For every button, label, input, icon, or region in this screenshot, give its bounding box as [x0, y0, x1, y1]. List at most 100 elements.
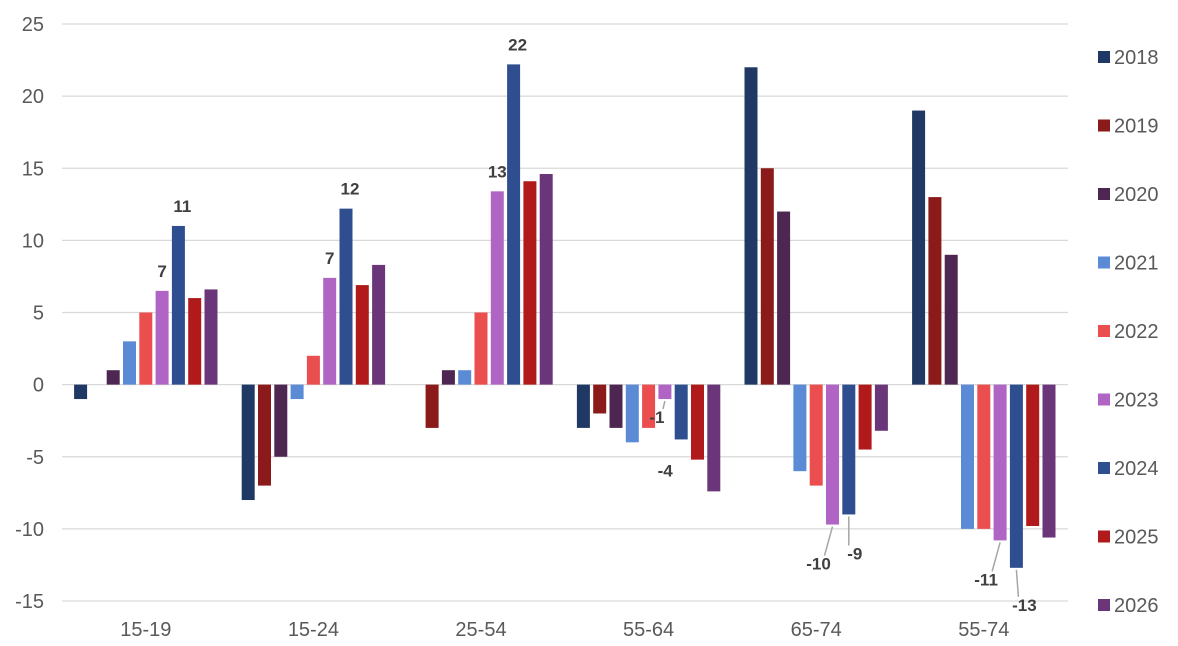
data-label: -4 — [658, 461, 674, 480]
bar-2024-15-19 — [171, 225, 185, 385]
bar-2022-25-54 — [474, 312, 488, 385]
bar-2018-15-24 — [241, 384, 255, 501]
bar-2023-55-64 — [658, 384, 672, 400]
legend-label: 2024 — [1114, 458, 1159, 480]
bar-2022-65-74 — [809, 384, 823, 486]
data-label: -9 — [847, 544, 862, 563]
bar-2022-55-64 — [642, 384, 656, 428]
data-label: 7 — [157, 262, 166, 281]
leader-line — [1015, 569, 1020, 597]
y-tick-label: -10 — [15, 519, 44, 541]
leader-line — [662, 400, 666, 410]
bar-2025-55-64 — [691, 384, 704, 460]
legend-swatch-2021 — [1098, 256, 1110, 269]
legend-label: 2018 — [1114, 47, 1159, 69]
legend-label: 2022 — [1114, 321, 1159, 343]
bar-2023-15-19 — [155, 290, 169, 385]
bar-2019-55-74 — [928, 197, 942, 385]
legend-label: 2026 — [1114, 595, 1159, 617]
data-label: -10 — [806, 555, 831, 574]
bar-2024-55-64 — [674, 384, 688, 440]
bar-2024-65-74 — [842, 384, 856, 515]
legend: 2018 2019 2020 2021 2022 2023 2024 2025 2026 — [1098, 47, 1159, 617]
bar-2020-15-24 — [274, 384, 288, 457]
bar-2022-15-24 — [306, 355, 320, 385]
y-axis-ticks: 25 20 15 10 5 0 -5 -10 -15 — [15, 14, 44, 613]
bar-2026-25-54 — [539, 174, 553, 385]
bar-2025-15-19 — [188, 298, 202, 385]
legend-label: 2020 — [1114, 184, 1159, 206]
bar-2019-55-64 — [593, 384, 607, 414]
bar-2021-25-54 — [458, 370, 472, 385]
data-label: -1 — [649, 408, 664, 427]
y-tick-label: 10 — [22, 230, 44, 252]
bar-2026-15-24 — [372, 264, 386, 385]
leader-line — [991, 542, 1001, 572]
bars — [74, 64, 1056, 568]
bar-2026-15-19 — [204, 289, 218, 385]
legend-swatch-2022 — [1098, 325, 1110, 337]
x-tick-label: 15-19 — [120, 619, 171, 641]
y-tick-label: -5 — [26, 447, 44, 469]
x-tick-label: 65-74 — [791, 619, 842, 641]
bar-2024-25-54 — [507, 64, 521, 385]
legend-swatch-2020 — [1098, 188, 1110, 200]
bar-2018-55-64 — [576, 384, 590, 428]
leader-lines — [662, 400, 1020, 597]
legend-swatch-2024 — [1098, 462, 1110, 474]
data-label: 22 — [508, 35, 527, 54]
bar-2022-15-19 — [139, 312, 153, 385]
legend-swatch-2018 — [1098, 51, 1110, 63]
bar-2021-15-19 — [123, 341, 136, 385]
bar-2019-25-54 — [425, 384, 439, 428]
bar-2023-55-74 — [993, 384, 1007, 541]
bar-2019-65-74 — [760, 168, 774, 385]
bar-2018-55-74 — [912, 110, 926, 385]
bar-2022-55-74 — [977, 384, 991, 529]
bar-2023-65-74 — [826, 384, 839, 525]
data-labels: 11 7 12 7 22 13 -1 -4 -10 -9 -11 -13 — [157, 35, 1036, 614]
y-tick-label: 0 — [33, 375, 44, 397]
bar-2026-65-74 — [874, 384, 888, 431]
bar-2023-15-24 — [323, 277, 337, 385]
bar-2023-25-54 — [490, 191, 504, 385]
data-label: -11 — [974, 570, 998, 589]
bar-2020-65-74 — [777, 211, 791, 385]
bar-2025-15-24 — [355, 285, 369, 385]
bar-2021-65-74 — [793, 384, 807, 472]
y-tick-label: 20 — [22, 86, 44, 108]
legend-label: 2021 — [1114, 253, 1159, 275]
x-tick-label: 55-74 — [958, 619, 1009, 641]
y-tick-label: 25 — [22, 14, 44, 36]
data-label: 11 — [173, 197, 191, 216]
legend-label: 2025 — [1114, 527, 1159, 549]
legend-swatch-2019 — [1098, 119, 1110, 132]
legend-swatch-2026 — [1098, 599, 1110, 611]
leader-line — [823, 526, 834, 556]
data-label: 7 — [325, 249, 334, 268]
bar-2024-15-24 — [339, 208, 353, 385]
grid-lines — [62, 23, 1068, 602]
legend-swatch-2025 — [1098, 530, 1110, 543]
data-label: 12 — [341, 180, 360, 199]
data-label: -13 — [1012, 596, 1037, 615]
bar-2025-65-74 — [858, 384, 872, 450]
legend-swatch-2023 — [1098, 393, 1110, 406]
bar-2020-15-19 — [106, 370, 120, 385]
x-tick-label: 25-54 — [455, 619, 506, 641]
bar-2026-55-74 — [1042, 384, 1056, 538]
bar-2020-25-54 — [441, 370, 455, 385]
bar-2018-65-74 — [744, 67, 758, 385]
bar-2020-55-64 — [609, 384, 623, 428]
y-tick-label: 5 — [33, 303, 44, 325]
bar-2020-55-74 — [944, 254, 958, 385]
data-label: 13 — [488, 162, 507, 181]
bar-2018-15-19 — [74, 384, 88, 400]
x-tick-label: 55-64 — [623, 619, 674, 641]
bar-2025-25-54 — [523, 181, 537, 385]
bar-2021-15-24 — [290, 384, 304, 400]
bar-2026-55-64 — [707, 384, 721, 492]
legend-label: 2023 — [1114, 390, 1159, 412]
